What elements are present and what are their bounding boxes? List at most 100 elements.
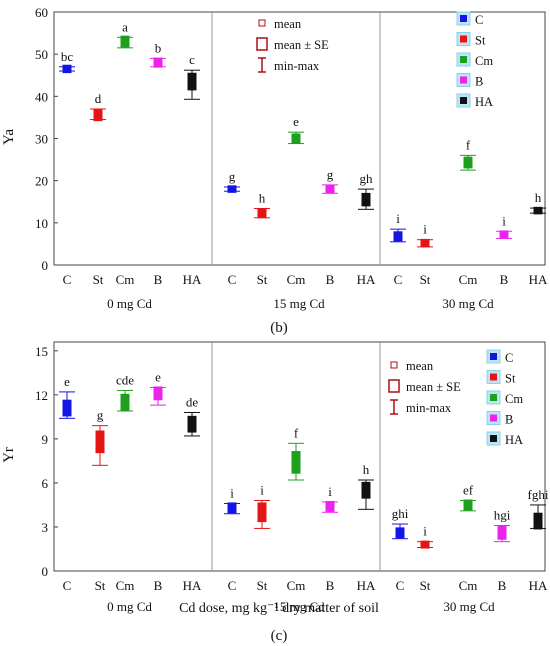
data-point: [153, 57, 163, 68]
chart-panel-b: Ya (b) 0 10 20 30 40 50 60 C St Cm B HA 0 mg Cd C St Cm…: [1, 5, 548, 336]
group-label: 0 mg Cd: [107, 599, 152, 614]
significance-letter: h: [535, 190, 542, 205]
significance-letter: i: [328, 484, 332, 499]
y-tick-label: 20: [35, 174, 48, 189]
y-tick-label: 12: [35, 388, 48, 403]
data-point: [153, 386, 163, 401]
x-tick-label: St: [420, 272, 431, 287]
data-point: [291, 133, 301, 144]
significance-letter: c: [189, 52, 195, 67]
y-tick-label: 40: [35, 89, 48, 104]
significance-letter: i: [260, 483, 264, 498]
data-point: [325, 500, 335, 512]
x-tick-label: Cm: [287, 272, 306, 287]
chart-panel-c: Yr Cd dose, mg kg⁻¹ dry matter of soil (…: [1, 341, 549, 644]
data-point: [361, 192, 371, 207]
data-point: [393, 231, 403, 242]
data-point: [497, 525, 507, 540]
significance-letter: d: [95, 91, 102, 106]
group-label: 30 mg Cd: [443, 599, 495, 614]
significance-letter: f: [294, 425, 299, 440]
significance-letter: gh: [360, 171, 374, 186]
legend-series-label: C: [475, 13, 483, 27]
x-tick-label: Cm: [116, 578, 135, 593]
data-point: [120, 393, 130, 411]
data-point: [325, 184, 335, 194]
significance-letter: e: [64, 374, 70, 389]
data-point: [499, 230, 509, 239]
significance-letter: ef: [463, 483, 474, 498]
y-tick-label: 60: [35, 5, 48, 20]
significance-letter: h: [259, 190, 266, 205]
significance-letter: g: [229, 169, 236, 184]
x-tick-label: B: [498, 578, 507, 593]
legend-series-label: HA: [475, 95, 493, 109]
data-point: [95, 430, 105, 454]
y-tick-label: 0: [42, 258, 49, 273]
legend-series-label: Cm: [475, 54, 493, 68]
legend-swatch: [460, 35, 467, 43]
significance-letter: a: [122, 19, 128, 34]
data-point: [533, 512, 543, 530]
data-point: [93, 109, 103, 122]
panel-label: (c): [271, 628, 288, 644]
significance-letter: i: [396, 211, 400, 226]
data-point: [227, 502, 237, 514]
y-tick-label: 0: [42, 564, 49, 579]
x-tick-label: C: [394, 272, 403, 287]
significance-letter: g: [97, 408, 104, 423]
x-tick-label: St: [420, 578, 431, 593]
x-tick-label: HA: [357, 272, 376, 287]
data-point: [62, 399, 72, 417]
legend-swatch: [490, 373, 497, 381]
x-tick-label: B: [154, 578, 163, 593]
legend-swatch: [490, 414, 497, 422]
x-tick-label: C: [396, 578, 405, 593]
x-tick-label: B: [154, 272, 163, 287]
legend-swatch: [460, 15, 467, 22]
y-tick-label: 50: [35, 47, 48, 62]
x-tick-label: St: [95, 578, 106, 593]
significance-letter: de: [186, 394, 199, 409]
significance-letter: h: [363, 462, 370, 477]
x-tick-label: C: [228, 578, 237, 593]
group-label: 30 mg Cd: [442, 296, 494, 311]
legend-series-label: HA: [505, 433, 523, 447]
y-tick-label: 30: [35, 132, 48, 147]
group-label: 0 mg Cd: [107, 296, 152, 311]
data-point: [463, 499, 473, 511]
significance-letter: i: [230, 485, 234, 500]
y-tick-label: 3: [42, 520, 49, 535]
y-axis-label: Ya: [1, 129, 17, 145]
y-tick-label: 6: [42, 476, 49, 491]
data-point: [361, 481, 371, 499]
x-tick-label: C: [63, 272, 72, 287]
x-tick-label: Cm: [287, 578, 306, 593]
y-tick-label: 10: [35, 216, 48, 231]
significance-letter: ghi: [392, 506, 409, 521]
legend-swatch: [460, 76, 467, 84]
x-tick-label: B: [500, 272, 509, 287]
legend-stat-label: min-max: [406, 401, 452, 415]
data-point: [257, 502, 267, 523]
significance-letter: b: [155, 40, 162, 55]
significance-letter: fghi: [528, 487, 549, 502]
group-label: 15 mg Cd: [273, 296, 325, 311]
legend-swatch: [460, 97, 467, 104]
legend-stat-label: min-max: [274, 59, 320, 73]
significance-letter: i: [423, 222, 427, 237]
panel-label: (b): [270, 320, 288, 336]
significance-letter: cde: [116, 372, 134, 387]
x-tick-label: HA: [183, 272, 202, 287]
data-point: [227, 185, 237, 193]
legend-se-icon: [388, 379, 400, 393]
significance-letter: i: [502, 213, 506, 228]
x-tick-label: St: [93, 272, 104, 287]
x-tick-label: Cm: [459, 578, 478, 593]
legend-swatch: [490, 353, 497, 360]
data-point: [257, 208, 267, 219]
legend-mean-icon: [390, 361, 398, 369]
y-tick-label: 15: [35, 344, 48, 359]
data-point: [187, 415, 197, 433]
